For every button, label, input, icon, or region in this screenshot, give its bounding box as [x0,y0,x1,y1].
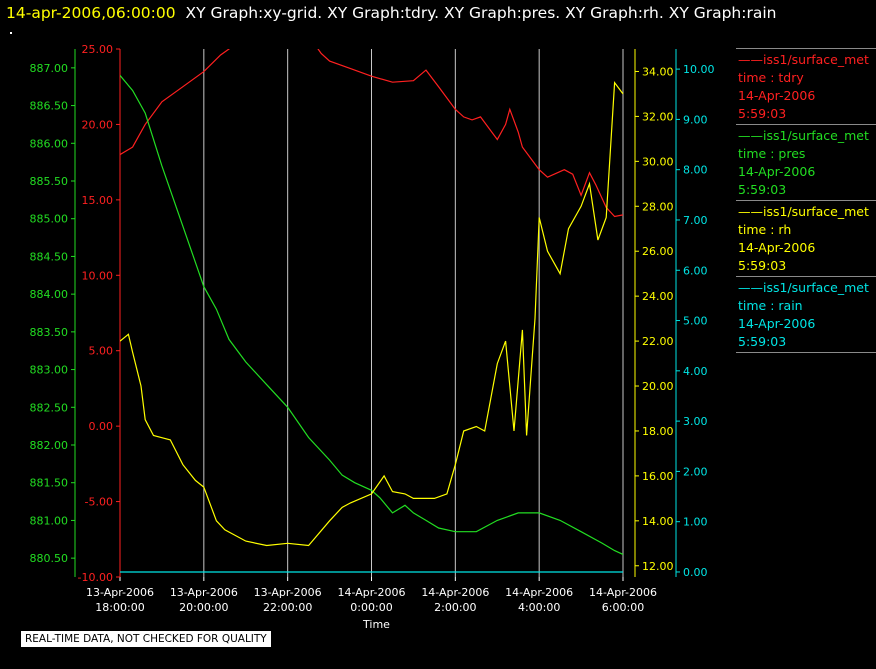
x-tick-label-time: 4:00:00 [518,601,560,614]
rh-tick-label: 34.00 [642,65,674,78]
x-tick-label-date: 13-Apr-2006 [86,586,154,599]
x-tick-label-date: 13-Apr-2006 [254,586,322,599]
tdry-tick-label: 5.00 [89,345,114,358]
x-tick-label-date: 14-Apr-2006 [589,586,657,599]
x-tick-label-date: 13-Apr-2006 [170,586,238,599]
rh-tick-label: 20.00 [642,380,674,393]
rain-tick-label: 1.00 [683,516,708,529]
graph-title: 14-apr-2006,06:00:00 XY Graph:xy-grid. X… [6,4,776,22]
tdry-tick-label: 20.00 [82,118,114,131]
tdry-tick-label: -5.00 [85,496,113,509]
pres-tick-label: 886.50 [30,100,69,113]
series-line-pres [120,75,624,555]
rh-tick-label: 32.00 [642,110,674,123]
rain-tick-label: 6.00 [683,264,708,277]
rain-tick-label: 2.00 [683,465,708,478]
tdry-tick-label: 15.00 [82,194,114,207]
legend-var: time : rain [738,298,803,313]
title-graph-list: XY Graph:xy-grid. XY Graph:tdry. XY Grap… [185,4,777,22]
x-tick-label-date: 14-Apr-2006 [421,586,489,599]
rain-tick-label: 5.00 [683,315,708,328]
tdry-tick-label: 25.00 [82,43,114,56]
legend-time: 5:59:03 [738,182,787,197]
x-tick-label-time: 0:00:00 [350,601,392,614]
rh-tick-label: 12.00 [642,560,674,573]
rh-tick-label: 30.00 [642,155,674,168]
x-axis-label: Time [362,618,390,631]
legend-date: 14-Apr-2006 [738,164,816,179]
pres-tick-label: 883.50 [30,326,69,339]
legend-date: 14-Apr-2006 [738,240,816,255]
legend-time: 5:59:03 [738,106,787,121]
rh-tick-label: 26.00 [642,245,674,258]
x-tick-label-date: 14-Apr-2006 [337,586,405,599]
pres-tick-label: 884.50 [30,250,69,263]
rh-tick-label: 18.00 [642,425,674,438]
title-dot [10,32,12,34]
rain-tick-label: 7.00 [683,214,708,227]
legend-date: 14-Apr-2006 [738,88,816,103]
rain-tick-label: 10.00 [683,63,715,76]
x-tick-label-time: 20:00:00 [179,601,228,614]
x-tick-label-time: 22:00:00 [263,601,312,614]
legend: ——iss1/surface_met time : tdry 14-Apr-2006… [736,48,876,353]
rain-tick-label: 8.00 [683,164,708,177]
tdry-tick-label: 10.00 [82,269,114,282]
tdry-tick-label: -10.00 [78,571,113,584]
rain-tick-label: 0.00 [683,566,708,579]
legend-series: ——iss1/surface_met [738,128,869,143]
rh-tick-label: 16.00 [642,470,674,483]
rh-tick-label: 22.00 [642,335,674,348]
x-tick-label-date: 14-Apr-2006 [505,586,573,599]
legend-date: 14-Apr-2006 [738,316,816,331]
legend-var: time : pres [738,146,806,161]
legend-series: ——iss1/surface_met [738,280,869,295]
tdry-tick-label: 0.00 [89,420,114,433]
pres-tick-label: 882.50 [30,401,69,414]
legend-var: time : tdry [738,70,804,85]
rain-tick-label: 3.00 [683,415,708,428]
rain-tick-label: 9.00 [683,113,708,126]
rh-tick-label: 14.00 [642,515,674,528]
rh-tick-label: 28.00 [642,200,674,213]
x-tick-label-time: 2:00:00 [434,601,476,614]
legend-series: ——iss1/surface_met [738,52,869,67]
pres-tick-label: 882.00 [30,439,69,452]
quality-notice: REAL-TIME DATA, NOT CHECKED FOR QUALITY [21,631,271,647]
pres-tick-label: 881.50 [30,477,69,490]
pres-tick-label: 885.00 [30,213,69,226]
series-line-rh [120,81,624,547]
pres-tick-label: 883.00 [30,364,69,377]
legend-time: 5:59:03 [738,258,787,273]
rain-tick-label: 4.00 [683,365,708,378]
legend-series: ——iss1/surface_met [738,204,869,219]
pres-tick-label: 887.00 [30,62,69,75]
title-timestamp: 14-apr-2006,06:00:00 [6,4,176,22]
pres-tick-label: 886.00 [30,137,69,150]
pres-tick-label: 881.00 [30,514,69,527]
legend-time: 5:59:03 [738,334,787,349]
series-line-tdry [120,49,624,218]
pres-tick-label: 885.50 [30,175,69,188]
x-tick-label-time: 6:00:00 [602,601,644,614]
x-tick-label-time: 18:00:00 [95,601,144,614]
rh-tick-label: 24.00 [642,290,674,303]
pres-tick-label: 880.50 [30,552,69,565]
legend-var: time : rh [738,222,792,237]
pres-tick-label: 884.00 [30,288,69,301]
